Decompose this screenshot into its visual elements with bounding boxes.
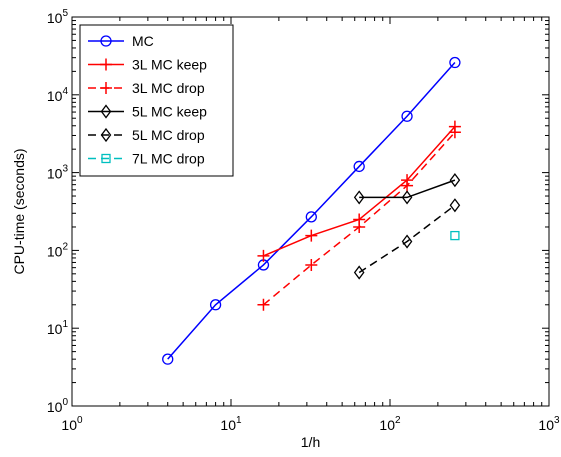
legend-marker xyxy=(100,127,112,143)
y-tick-label: 104 xyxy=(47,86,69,104)
series-line xyxy=(167,62,456,360)
legend-label: 3L MC drop xyxy=(132,80,205,96)
legend-entry: 7L MC drop xyxy=(88,151,205,167)
axes-box xyxy=(71,16,550,407)
data-point xyxy=(257,298,270,311)
data-point xyxy=(353,160,365,173)
legend-entry: 5L MC drop xyxy=(88,127,205,143)
x-tick-label: 102 xyxy=(379,415,401,433)
legend-label: 5L MC drop xyxy=(132,127,205,143)
tick-labels: 100 101 102 103 100 101 102 103 104 105 xyxy=(47,8,560,433)
legend-marker xyxy=(100,82,112,94)
series xyxy=(450,230,460,241)
legend-entry: MC xyxy=(88,33,154,49)
data-point xyxy=(448,126,461,139)
data-point xyxy=(401,110,413,122)
data-point xyxy=(401,179,414,192)
series xyxy=(353,198,461,280)
legend-marker xyxy=(101,153,111,164)
series xyxy=(162,56,461,365)
x-tick-label: 103 xyxy=(538,415,560,433)
x-tick-label: 100 xyxy=(61,415,83,433)
series-layer xyxy=(162,56,461,365)
series xyxy=(353,173,461,205)
legend-label: 3L MC keep xyxy=(132,57,207,73)
legend-marker xyxy=(100,58,112,71)
data-point xyxy=(209,299,222,311)
y-tick-label: 105 xyxy=(47,8,69,26)
legend-entry: 5L MC keep xyxy=(88,104,207,120)
legend-marker xyxy=(100,35,112,47)
legend-entry: 3L MC keep xyxy=(88,57,207,73)
data-point xyxy=(401,234,413,249)
legend: MC 3L MC keep 3L MC drop 5L MC keep 5L MC dr… xyxy=(79,24,234,177)
legend-box xyxy=(79,24,234,177)
y-tick-label: 101 xyxy=(47,319,69,337)
y-tick-label: 103 xyxy=(47,164,69,182)
data-point xyxy=(353,220,366,233)
x-tick-label: 101 xyxy=(220,415,242,433)
legend-label: MC xyxy=(132,33,154,49)
data-point xyxy=(353,190,365,205)
data-point xyxy=(257,249,270,262)
data-point xyxy=(305,229,318,242)
series-line xyxy=(358,204,456,274)
y-tick-label: 102 xyxy=(47,241,69,259)
data-point xyxy=(449,56,461,69)
series-line xyxy=(359,179,456,199)
data-point xyxy=(305,258,318,271)
legend-label: 7L MC drop xyxy=(132,151,205,167)
data-point xyxy=(305,211,317,223)
y-axis-label: CPU-time (seconds) xyxy=(11,148,27,274)
data-point xyxy=(449,198,461,213)
x-axis-label: 1/h xyxy=(301,434,320,450)
data-point xyxy=(162,353,174,365)
legend-label: 5L MC keep xyxy=(132,104,207,120)
data-point xyxy=(353,265,365,280)
data-point xyxy=(449,173,461,188)
series xyxy=(257,126,461,311)
legend-marker xyxy=(100,104,112,119)
y-tick-label: 100 xyxy=(47,397,69,415)
legend-entry: 3L MC drop xyxy=(88,80,205,96)
data-point xyxy=(401,190,413,205)
data-point xyxy=(450,230,460,241)
